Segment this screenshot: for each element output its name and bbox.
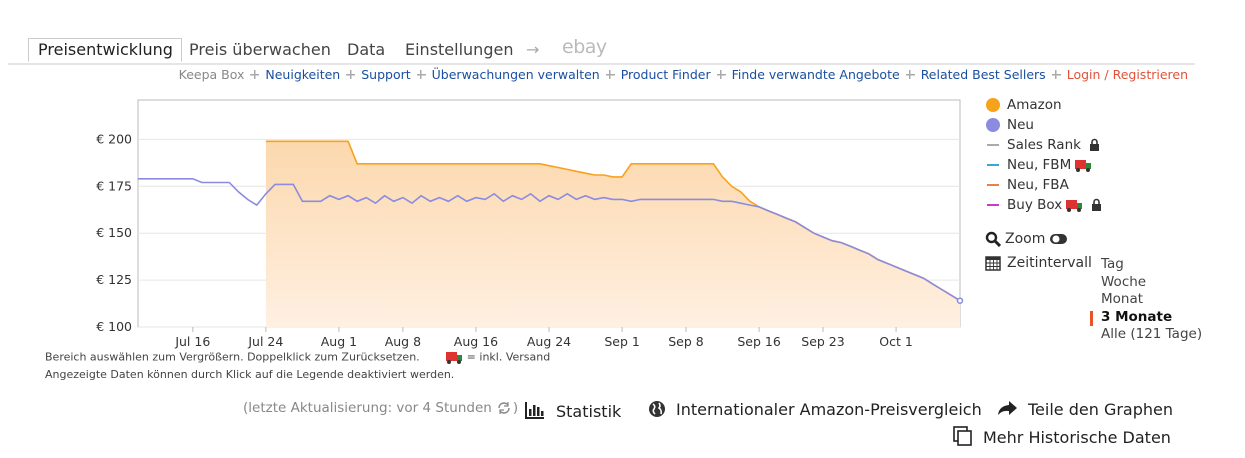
icon bbox=[986, 98, 1000, 112]
y-tick-label: € 150 bbox=[96, 225, 132, 240]
icon bbox=[445, 352, 462, 364]
y-tick-label: € 100 bbox=[96, 319, 132, 334]
action-link[interactable]: Internationaler Amazon-Preisvergleich bbox=[648, 400, 982, 419]
icon bbox=[987, 164, 999, 166]
interval-option[interactable]: 3 Monate bbox=[1101, 308, 1173, 325]
tab-arrow: → bbox=[526, 40, 540, 59]
x-tick-label: Aug 24 bbox=[527, 334, 571, 349]
series-line bbox=[138, 178, 961, 302]
note-text: = inkl. Versand bbox=[466, 350, 551, 364]
icon bbox=[953, 426, 972, 446]
update-text: ) bbox=[512, 400, 519, 416]
icon bbox=[1092, 198, 1102, 211]
separator bbox=[346, 70, 356, 79]
y-tick-label: € 175 bbox=[96, 178, 132, 193]
legend-item[interactable]: Neu, FBA bbox=[987, 177, 1069, 193]
separator bbox=[716, 70, 726, 79]
icon bbox=[498, 402, 510, 414]
legend-item[interactable]: Amazon bbox=[985, 97, 1062, 113]
legend-label: Neu, FBA bbox=[1007, 177, 1069, 193]
x-tick-label: Aug 16 bbox=[454, 334, 498, 349]
chart-note: Angezeigte Daten können durch Klick auf … bbox=[45, 368, 455, 381]
x-tick-label: Jul 16 bbox=[174, 334, 210, 349]
x-tick-label: Sep 23 bbox=[801, 334, 844, 349]
icon bbox=[649, 401, 665, 417]
tab[interactable]: Preisentwicklung bbox=[28, 38, 182, 62]
icon bbox=[987, 204, 999, 206]
interval-option[interactable]: Alle (121 Tage) bbox=[1101, 326, 1203, 342]
action-link[interactable]: Teile den Graphen bbox=[996, 398, 1173, 419]
x-tick-label: Oct 1 bbox=[879, 334, 913, 349]
icon bbox=[525, 402, 544, 419]
separator bbox=[1051, 70, 1061, 79]
legend-label: Neu bbox=[1007, 117, 1034, 133]
icon bbox=[1089, 138, 1099, 151]
nav-link[interactable]: Support bbox=[361, 67, 411, 82]
nav-link[interactable]: Überwachungen verwalten bbox=[431, 67, 600, 82]
legend-label: Buy Box bbox=[1007, 197, 1063, 213]
legend-item[interactable]: Neu bbox=[985, 117, 1034, 133]
x-tick-label: Aug 8 bbox=[385, 334, 421, 349]
icon bbox=[986, 118, 1000, 132]
tab[interactable]: Einstellungen bbox=[405, 40, 514, 59]
action-label: Mehr Historische Daten bbox=[983, 428, 1171, 447]
y-tick-label: € 125 bbox=[96, 272, 132, 287]
zoom-toggle[interactable]: Zoom bbox=[985, 231, 1069, 248]
note-text: Bereich auswählen zum Vergrößern. Doppel… bbox=[45, 350, 420, 364]
legend-item[interactable]: Buy Box bbox=[987, 197, 1103, 213]
legend-label: Sales Rank bbox=[1007, 137, 1081, 153]
chart-note: Bereich auswählen zum Vergrößern. Doppel… bbox=[45, 350, 550, 365]
nav-link[interactable]: Finde verwandte Angebote bbox=[731, 67, 900, 82]
update-text: (letzte Aktualisierung: vor 4 Stunden bbox=[243, 400, 492, 416]
action-label: Teile den Graphen bbox=[1028, 400, 1174, 419]
zoom-label: Zoom bbox=[1005, 231, 1046, 247]
interval-option[interactable]: Monat bbox=[1101, 291, 1144, 307]
nav-link[interactable]: Product Finder bbox=[620, 67, 711, 82]
action-link[interactable]: Mehr Historische Daten bbox=[953, 426, 1171, 447]
nav-link[interactable]: Related Best Sellers bbox=[920, 67, 1046, 82]
tab-ebay[interactable]: ebay bbox=[562, 36, 607, 58]
separator bbox=[250, 70, 260, 79]
interval-marker bbox=[1090, 310, 1093, 326]
tab[interactable]: Data bbox=[347, 40, 386, 59]
separator bbox=[905, 70, 915, 79]
legend-item[interactable]: Sales Rank bbox=[987, 137, 1101, 153]
separator bbox=[416, 70, 426, 79]
y-tick-label: € 200 bbox=[96, 131, 132, 146]
interval-label: Zeitintervall bbox=[985, 255, 1092, 271]
x-tick-label: Aug 1 bbox=[321, 334, 357, 349]
last-update: (letzte Aktualisierung: vor 4 Stunden) bbox=[243, 400, 518, 416]
legend-label: Amazon bbox=[1007, 97, 1062, 113]
x-tick-label: Jul 24 bbox=[247, 334, 283, 349]
keepa-box: Keepa Box bbox=[178, 67, 245, 82]
icon bbox=[985, 231, 1002, 248]
x-tick-label: Sep 8 bbox=[668, 334, 704, 349]
action-label: Statistik bbox=[556, 402, 622, 421]
icon bbox=[1075, 159, 1092, 172]
x-tick-label: Sep 1 bbox=[604, 334, 640, 349]
end-point bbox=[956, 297, 964, 304]
action-link[interactable]: Statistik bbox=[524, 400, 621, 421]
icon bbox=[987, 144, 999, 146]
legend-item[interactable]: Neu, FBM bbox=[987, 157, 1092, 173]
interval-option[interactable]: Tag bbox=[1101, 256, 1124, 272]
x-tick-label: Sep 16 bbox=[737, 334, 780, 349]
legend-label: Neu, FBM bbox=[1007, 157, 1072, 173]
interval-text: Zeitintervall bbox=[1007, 255, 1092, 271]
nav-link[interactable]: Neuigkeiten bbox=[265, 67, 341, 82]
icon bbox=[998, 401, 1017, 415]
icon bbox=[1050, 234, 1068, 244]
separator bbox=[605, 70, 615, 79]
icon bbox=[987, 184, 999, 186]
nav-bar: Keepa Box Neuigkeiten Support Überwachungen… bbox=[179, 67, 1188, 82]
interval-option[interactable]: Woche bbox=[1101, 273, 1147, 290]
action-label: Internationaler Amazon-Preisvergleich bbox=[676, 400, 982, 419]
login-link[interactable]: Login / Registrieren bbox=[1066, 67, 1188, 82]
icon bbox=[1066, 199, 1083, 212]
series-area bbox=[265, 141, 960, 327]
tab[interactable]: Preis überwachen bbox=[189, 40, 331, 59]
icon bbox=[985, 256, 1001, 271]
